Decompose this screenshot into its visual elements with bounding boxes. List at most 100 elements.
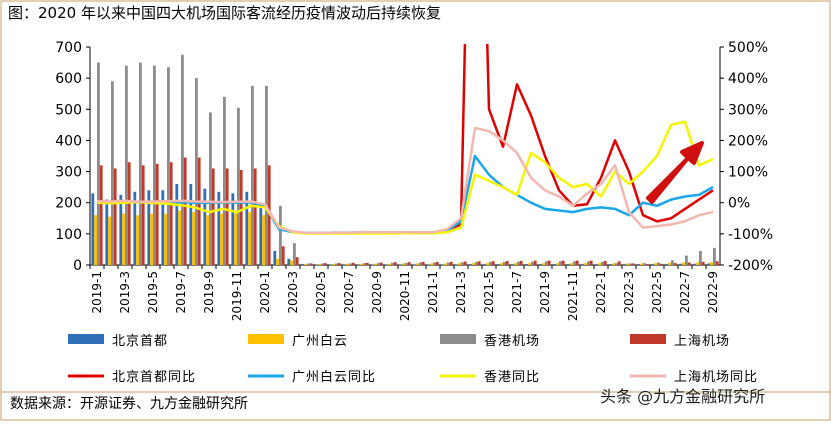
- legend-swatch: [68, 334, 104, 344]
- x-tick-label: 2020-3: [286, 271, 300, 314]
- y2-tick-label: 300%: [728, 102, 768, 118]
- bar: [421, 261, 425, 265]
- bar: [469, 264, 473, 265]
- bar: [626, 263, 629, 265]
- bar: [472, 263, 475, 265]
- bar: [360, 263, 363, 265]
- bar: [402, 263, 405, 265]
- bar: [511, 264, 515, 265]
- bar: [195, 78, 198, 266]
- bar: [497, 264, 501, 265]
- x-tick-label: 2020-9: [370, 271, 384, 314]
- bar: [679, 263, 683, 265]
- bar: [379, 262, 383, 265]
- legend-swatch: [440, 334, 476, 344]
- bar: [455, 264, 459, 265]
- bar: [623, 264, 627, 265]
- bar: [589, 260, 593, 265]
- bar: [147, 190, 151, 265]
- y2-tick-label: 100%: [728, 165, 768, 181]
- bar: [449, 261, 453, 265]
- bar: [612, 263, 615, 265]
- line-layer: [96, 44, 714, 235]
- bar: [685, 255, 688, 265]
- bar: [97, 62, 100, 266]
- bar: [357, 264, 361, 265]
- x-tick-label: 2021-3: [454, 271, 468, 314]
- bar: [645, 264, 649, 265]
- bar: [304, 264, 307, 265]
- bar: [561, 260, 565, 265]
- source: 数据来源：开源证券、九方金融研究所: [10, 396, 248, 412]
- bar: [122, 213, 125, 265]
- y2-tick-label: -200%: [728, 258, 773, 274]
- bar: [279, 205, 282, 265]
- bar: [430, 263, 433, 265]
- bar: [329, 264, 333, 265]
- bar: [500, 263, 503, 265]
- x-tick-label: 2019-1: [90, 271, 104, 314]
- bar: [183, 157, 187, 265]
- x-tick-label: 2019-7: [174, 271, 188, 314]
- x-tick-label: 2019-9: [202, 271, 216, 314]
- bar: [203, 188, 207, 265]
- x-tick-label: 2019-3: [118, 271, 132, 314]
- bar: [435, 261, 439, 265]
- bar: [206, 215, 209, 265]
- bar: [94, 215, 97, 265]
- x-tick-label: 2020-1: [258, 271, 272, 314]
- legend-label: 北京首都同比: [112, 370, 196, 385]
- bar: [595, 264, 599, 265]
- chart-title: 图：2020 年以来中国四大机场国际客流经历疫情波动后持续恢复: [8, 4, 441, 22]
- bar: [710, 262, 713, 265]
- x-tick-label: 2020-7: [342, 271, 356, 314]
- bar: [136, 215, 139, 265]
- bar: [581, 264, 585, 265]
- bar: [234, 213, 237, 265]
- x-tick-label: 2021-9: [538, 271, 552, 314]
- y2-tick-label: 0%: [728, 196, 750, 212]
- bar: [290, 260, 293, 265]
- bar: [111, 81, 114, 265]
- bar: [391, 262, 394, 265]
- bar: [127, 162, 131, 265]
- x-tick-label: 2021-11: [566, 271, 580, 321]
- bar: [609, 264, 613, 265]
- bar: [211, 168, 215, 265]
- y2-tick-label: 400%: [728, 71, 768, 87]
- bar: [601, 261, 604, 265]
- bar: [539, 264, 543, 265]
- bar: [155, 163, 159, 265]
- watermark: 头条 @九方金融研究所: [600, 387, 765, 406]
- bar: [175, 184, 179, 265]
- bar: [699, 250, 702, 265]
- bar: [615, 263, 618, 265]
- bar: [575, 260, 579, 265]
- bar: [321, 263, 324, 265]
- bar: [517, 261, 520, 265]
- bar: [553, 264, 557, 265]
- bar: [189, 184, 193, 265]
- bar: [220, 213, 223, 265]
- y-tick-label: 500: [55, 102, 82, 118]
- bar: [99, 165, 103, 265]
- bar: [427, 264, 431, 265]
- bar: [295, 257, 299, 265]
- bar: [461, 262, 464, 265]
- bar: [444, 263, 447, 265]
- bar: [161, 190, 165, 265]
- bar: [153, 65, 156, 265]
- bar: [262, 215, 265, 265]
- bar: [701, 261, 705, 265]
- bar: [318, 264, 321, 265]
- bar: [447, 262, 450, 265]
- bar: [265, 85, 268, 265]
- bar: [458, 263, 461, 265]
- bar: [217, 191, 221, 265]
- bar: [245, 191, 249, 265]
- bar: [673, 263, 677, 265]
- trend-arrow: [646, 141, 704, 204]
- bar: [399, 264, 403, 265]
- bar: [477, 261, 481, 265]
- bar: [167, 67, 170, 265]
